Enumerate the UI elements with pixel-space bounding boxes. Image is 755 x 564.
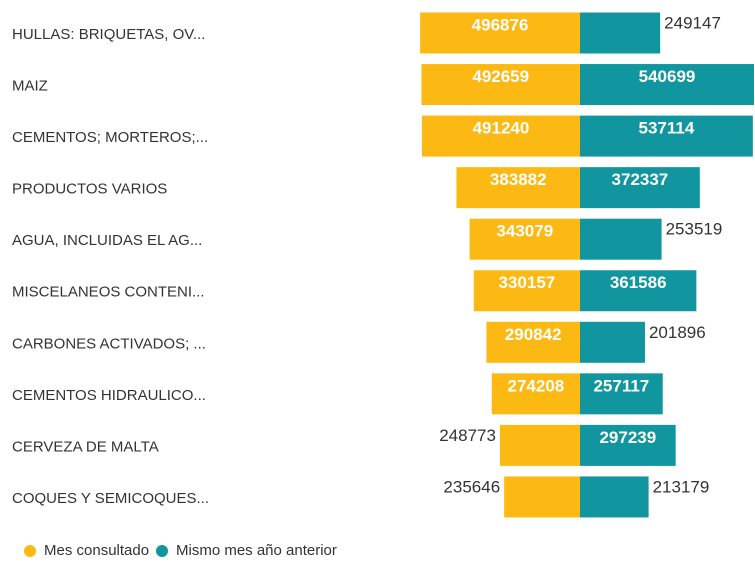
bar — [580, 218, 662, 260]
value-label: 496876 — [472, 15, 529, 34]
legend-swatch — [24, 545, 36, 557]
value-label: 330157 — [499, 273, 556, 292]
value-label: 290842 — [505, 325, 562, 344]
bar — [580, 373, 663, 415]
value-label: 343079 — [496, 222, 553, 241]
bar — [486, 321, 580, 363]
category-label: MAIZ — [12, 78, 48, 95]
category-label: PRODUCTOS VARIOS — [12, 181, 167, 198]
legend-swatch — [156, 545, 168, 557]
category-label: CEMENTOS HIDRAULICO... — [12, 387, 206, 404]
bar — [421, 115, 580, 157]
value-label: 491240 — [473, 119, 530, 138]
legend-label: Mismo mes año anterior — [176, 542, 337, 559]
value-label: 361586 — [610, 273, 667, 292]
bar — [473, 270, 580, 312]
value-label: 201896 — [649, 323, 706, 342]
value-label: 537114 — [639, 119, 695, 138]
value-label: 372337 — [612, 170, 669, 189]
value-label: 248773 — [439, 426, 496, 445]
category-label: CERVEZA DE MALTA — [12, 438, 159, 455]
value-label: 257117 — [593, 376, 649, 395]
bar — [456, 167, 580, 209]
bar — [580, 424, 676, 466]
bar — [499, 424, 580, 466]
category-label: MISCELANEOS CONTENI... — [12, 284, 205, 301]
value-label: 253519 — [666, 220, 723, 239]
bar — [504, 476, 580, 518]
category-label: CEMENTOS; MORTEROS;... — [12, 129, 208, 146]
value-label: 383882 — [490, 170, 547, 189]
legend-label: Mes consultado — [44, 542, 149, 559]
bar — [469, 218, 580, 260]
value-label: 235646 — [443, 477, 500, 496]
bar — [420, 12, 580, 54]
bar — [491, 373, 580, 415]
bar — [580, 476, 649, 518]
category-label: AGUA, INCLUIDAS EL AG... — [12, 232, 202, 249]
category-label: COQUES Y SEMICOQUES... — [12, 490, 209, 507]
bar — [580, 270, 697, 312]
value-label: 213179 — [653, 477, 710, 496]
category-label: HULLAS: BRIQUETAS, OV... — [12, 26, 205, 43]
bar — [580, 321, 645, 363]
bar — [580, 167, 700, 209]
bar — [421, 64, 580, 106]
value-label: 297239 — [599, 428, 656, 447]
bar — [580, 115, 753, 157]
value-label: 274208 — [508, 376, 565, 395]
value-label: 249147 — [664, 13, 721, 32]
bar — [580, 12, 661, 54]
value-label: 492659 — [472, 67, 529, 86]
bar — [580, 64, 754, 106]
value-label: 540699 — [639, 67, 696, 86]
category-label: CARBONES ACTIVADOS; ... — [12, 335, 206, 352]
